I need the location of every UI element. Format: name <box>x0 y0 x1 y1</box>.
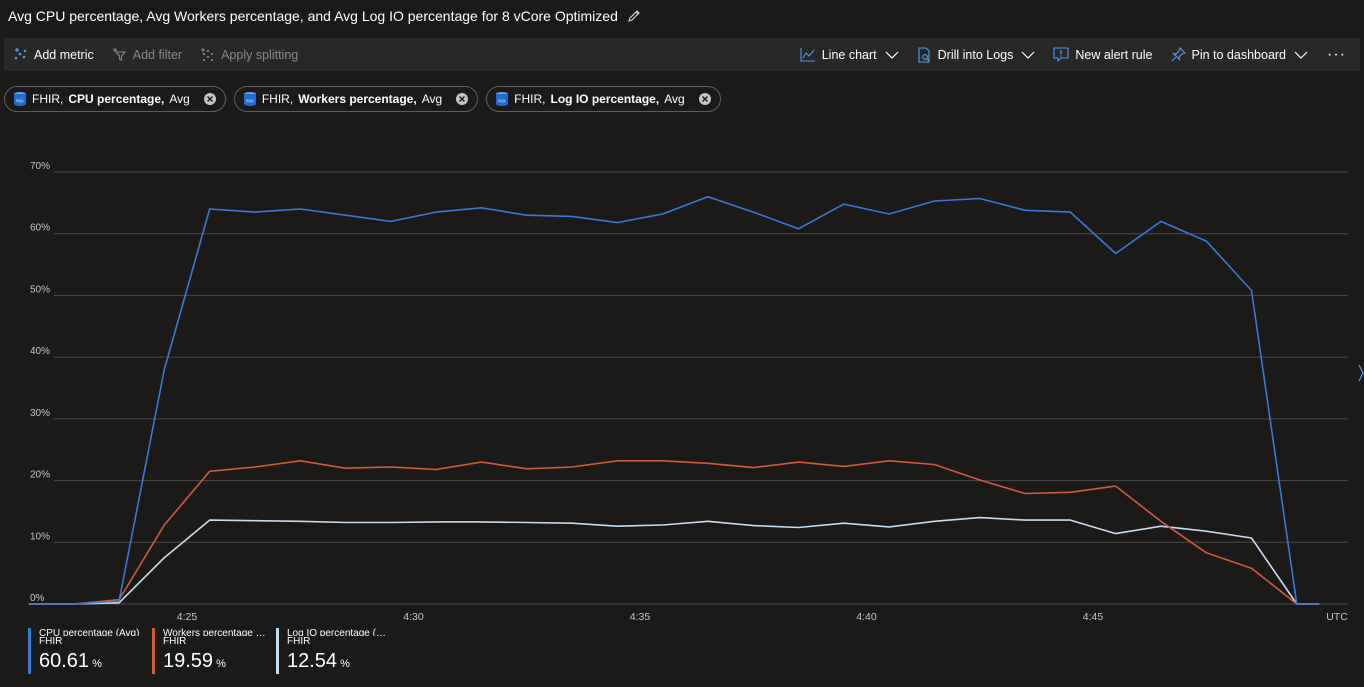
metric-pill-logio[interactable]: SQL FHIR, Log IO percentage, Avg <box>486 86 721 112</box>
y-tick-label: 50% <box>30 284 50 295</box>
metric-pill-workers[interactable]: SQL FHIR, Workers percentage, Avg <box>233 86 479 112</box>
chevron-down-icon <box>885 51 899 59</box>
sql-database-icon: SQL <box>14 92 26 106</box>
legend-value-number: 12.54 <box>287 650 338 672</box>
close-icon[interactable] <box>698 92 712 106</box>
alert-icon <box>1053 47 1069 62</box>
add-metric-button[interactable]: Add metric <box>4 38 103 71</box>
pill-resource: FHIR, <box>261 92 294 106</box>
metric-pills: SQL FHIR, CPU percentage, Avg SQL FHIR, … <box>4 86 721 112</box>
x-tick-label: 4:35 <box>630 611 651 623</box>
apply-splitting-label: Apply splitting <box>221 47 299 62</box>
metric-pill-cpu[interactable]: SQL FHIR, CPU percentage, Avg <box>4 86 226 112</box>
series-line-logio <box>28 516 1320 605</box>
add-filter-label: Add filter <box>132 47 183 62</box>
legend-color-bar <box>276 628 279 674</box>
pin-icon <box>1171 47 1186 62</box>
new-alert-rule-label: New alert rule <box>1075 47 1153 62</box>
x-tick-label: 4:30 <box>403 611 424 623</box>
line-chart[interactable]: 0% 10% 20% 30% 40% 50% 60% 70% 4:25 4:30 4:35 4:40… <box>0 160 1364 625</box>
pill-metric: Workers percentage, <box>298 92 417 106</box>
metrics-toolbar: Add metric Add filter Apply splitting <box>4 38 1360 71</box>
pencil-edit-icon[interactable] <box>626 8 642 24</box>
pill-resource: FHIR, <box>32 92 64 106</box>
pin-to-dashboard-label: Pin to dashboard <box>1191 47 1287 62</box>
add-metric-label: Add metric <box>34 47 94 62</box>
x-tick-label: 4:25 <box>177 611 198 623</box>
pill-aggregation: Avg <box>421 92 443 106</box>
series-line-workers <box>28 459 1320 605</box>
close-icon[interactable] <box>455 92 469 106</box>
legend-value: 19.59% <box>163 649 266 676</box>
y-axis-ticks: 0% 10% 20% 30% 40% 50% 60% 70% <box>30 161 50 604</box>
legend-value: 12.54% <box>287 649 390 676</box>
splitting-icon <box>201 48 214 62</box>
legend-unit: % <box>216 658 226 670</box>
y-tick-label: 70% <box>30 161 50 172</box>
chart-legend: CPU percentage (Avg) FHIR 60.61% Workers… <box>28 628 390 676</box>
legend-unit: % <box>92 658 102 670</box>
close-icon[interactable] <box>203 92 217 106</box>
y-tick-label: 40% <box>30 346 50 357</box>
more-options-button[interactable]: ··· <box>1327 45 1346 63</box>
sql-database-icon: SQL <box>496 92 509 106</box>
legend-value-number: 60.61 <box>39 650 90 672</box>
legend-label: CPU percentage (Avg) <box>39 628 140 636</box>
chart-title-row: Avg CPU percentage, Avg Workers percenta… <box>8 6 642 26</box>
y-tick-label: 20% <box>30 470 50 481</box>
series-line-cpu <box>28 195 1320 605</box>
pin-to-dashboard-dropdown[interactable]: Pin to dashboard <box>1162 38 1318 71</box>
line-chart-dropdown[interactable]: Line chart <box>791 38 908 71</box>
legend-unit: % <box>340 658 350 670</box>
legend-item-cpu[interactable]: CPU percentage (Avg) FHIR 60.61% <box>28 628 142 676</box>
pill-metric: Log IO percentage, <box>550 92 660 106</box>
line-chart-label: Line chart <box>821 47 877 62</box>
y-tick-label: 60% <box>30 223 50 234</box>
filter-icon <box>112 48 126 61</box>
logs-document-icon <box>918 46 930 63</box>
chevron-down-icon <box>1021 51 1035 59</box>
chevron-down-icon <box>1294 51 1308 59</box>
legend-value: 60.61% <box>39 649 139 676</box>
svg-text:SQL: SQL <box>498 98 507 103</box>
y-tick-label: 30% <box>30 408 50 419</box>
y-tick-label: 10% <box>30 531 50 542</box>
pill-aggregation: Avg <box>664 92 685 106</box>
add-filter-button[interactable]: Add filter <box>103 38 191 71</box>
pill-resource: FHIR, <box>514 92 546 106</box>
series-lines <box>28 195 1320 605</box>
legend-label: Log IO percentage (Avg) <box>287 628 390 636</box>
sql-database-icon: SQL <box>243 92 256 106</box>
legend-color-bar <box>152 628 155 674</box>
drill-into-logs-dropdown[interactable]: Drill into Logs <box>908 38 1045 71</box>
legend-resource: FHIR <box>39 636 63 647</box>
add-metric-icon <box>14 48 27 60</box>
legend-item-workers[interactable]: Workers percentage (... FHIR 19.59% <box>152 628 266 676</box>
legend-label: Workers percentage (... <box>163 628 266 636</box>
pill-metric: CPU percentage, <box>68 92 165 106</box>
line-chart-icon <box>800 48 815 62</box>
pill-aggregation: Avg <box>169 92 190 106</box>
legend-resource: FHIR <box>287 636 311 647</box>
x-tick-label: 4:45 <box>1083 611 1104 623</box>
legend-item-logio[interactable]: Log IO percentage (Avg) FHIR 12.54% <box>276 628 390 676</box>
legend-value-number: 19.59 <box>163 650 214 672</box>
x-axis-ticks: 4:25 4:30 4:35 4:40 4:45 <box>177 611 1104 623</box>
timezone-label: UTC <box>1326 611 1348 623</box>
svg-text:SQL: SQL <box>16 98 25 103</box>
new-alert-rule-button[interactable]: New alert rule <box>1044 38 1161 71</box>
drill-into-logs-label: Drill into Logs <box>937 47 1014 62</box>
x-tick-label: 4:40 <box>856 611 877 623</box>
svg-text:SQL: SQL <box>246 98 255 103</box>
apply-splitting-button[interactable]: Apply splitting <box>191 38 307 71</box>
chart-title: Avg CPU percentage, Avg Workers percenta… <box>8 8 618 24</box>
legend-color-bar <box>28 628 31 674</box>
legend-resource: FHIR <box>163 636 187 647</box>
gridlines <box>54 171 1348 605</box>
y-tick-label: 0% <box>30 593 45 604</box>
chevron-right-icon[interactable] <box>1358 362 1364 384</box>
